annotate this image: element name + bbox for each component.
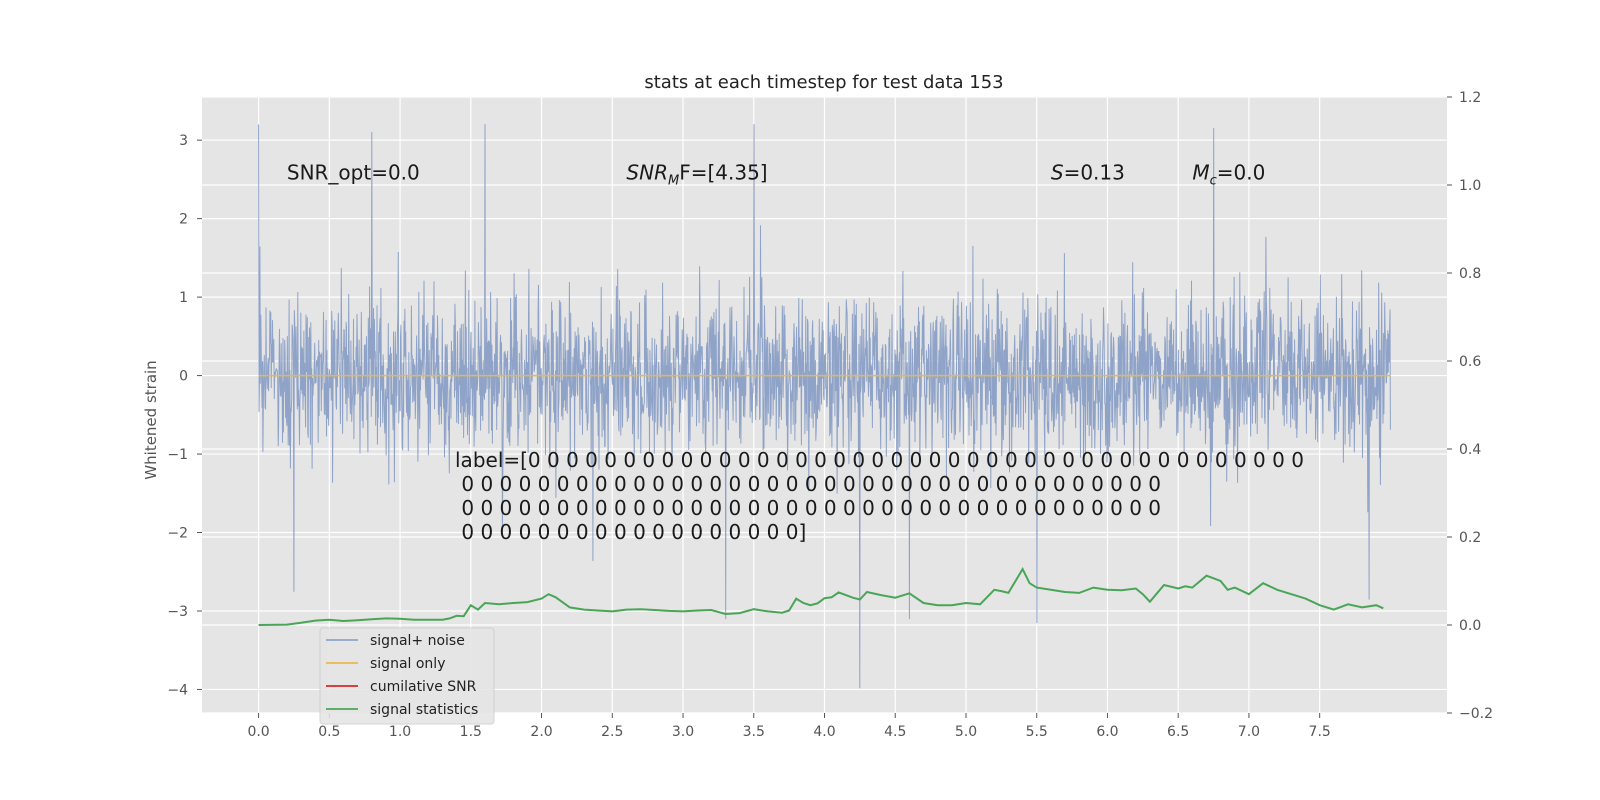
x-tick-label: 6.0 <box>1096 724 1118 740</box>
x-tick-label: 1.5 <box>460 724 482 740</box>
annotation-mc: Mc=0.0 <box>1192 160 1265 188</box>
y-tick-label: −4 <box>167 682 188 698</box>
y-tick-label: −1 <box>167 447 188 463</box>
y2-tick-label: 1.2 <box>1459 90 1481 106</box>
annotation-snr-opt: SNR_opt=0.0 <box>287 160 420 184</box>
y2-tick-label: 0.2 <box>1459 530 1481 546</box>
grid-layer <box>202 96 1447 714</box>
annotation-mc-sub: c <box>1210 173 1217 188</box>
x-tick-label: 3.0 <box>672 724 694 740</box>
y2-tick-label: 0.8 <box>1459 266 1481 282</box>
x-tick-label: 2.5 <box>601 724 623 740</box>
y-tick-label: 2 <box>179 212 188 228</box>
x-tick-label: 7.5 <box>1309 724 1331 740</box>
noise-line <box>258 124 1391 689</box>
y2-tick-label: 1.0 <box>1459 178 1481 194</box>
label-line-3: 0 0 0 0 0 0 0 0 0 0 0 0 0 0 0 0 0 0 0 0 … <box>455 496 1161 520</box>
series-signal-noise <box>258 124 1391 689</box>
series-signal-statistics <box>258 567 1384 626</box>
x-tick-label: 7.0 <box>1238 724 1260 740</box>
annotation-mc-rest: =0.0 <box>1217 160 1266 184</box>
x-tick-label: 4.0 <box>813 724 835 740</box>
y-tick-label: 3 <box>179 133 188 149</box>
legend: signal+ noise signal only cumilative SNR… <box>319 627 495 725</box>
y-axis-ticks: −4 −3 −2 −1 0 1 2 3 <box>167 133 202 698</box>
x-tick-label: 0.0 <box>247 724 269 740</box>
x-tick-label: 1.0 <box>389 724 411 740</box>
annotation-snr-mf: SNRMF=[4.35] <box>626 160 767 188</box>
x-tick-label: 4.5 <box>884 724 906 740</box>
annotation-s-rest: =0.13 <box>1064 160 1125 184</box>
legend-label-signal-noise: signal+ noise <box>370 633 465 649</box>
y-tick-label: 1 <box>179 290 188 306</box>
annotation-snr-mf-base: SNR <box>626 160 668 184</box>
y2-tick-label: 0.4 <box>1459 442 1481 458</box>
legend-box <box>319 627 495 725</box>
annotation-mc-base: M <box>1192 160 1209 184</box>
annotation-s: S=0.13 <box>1051 160 1125 184</box>
x-tick-label: 0.5 <box>318 724 340 740</box>
x-tick-label: 5.5 <box>1026 724 1048 740</box>
y-tick-label: −2 <box>167 526 188 542</box>
y2-tick-label: 0.6 <box>1459 354 1481 370</box>
y2-axis-ticks: −0.2 0.0 0.2 0.4 0.6 0.8 1.0 1.2 <box>1447 90 1493 722</box>
annotation-snr-mf-sub: M <box>668 173 679 188</box>
annotation-snr-mf-rest: F=[4.35] <box>679 160 767 184</box>
y-axis-label: Whitened strain <box>142 360 160 479</box>
y-tick-label: −3 <box>167 604 188 620</box>
annotations: SNR_opt=0.0 SNRMF=[4.35] S=0.13 Mc=0.0 <box>287 160 1265 188</box>
x-tick-label: 2.0 <box>530 724 552 740</box>
annotation-s-base: S <box>1051 160 1064 184</box>
y-tick-label: 0 <box>179 369 188 385</box>
y2-tick-label: 0.0 <box>1459 618 1481 634</box>
label-line-2: 0 0 0 0 0 0 0 0 0 0 0 0 0 0 0 0 0 0 0 0 … <box>455 472 1161 496</box>
x-tick-label: 6.5 <box>1167 724 1189 740</box>
label-block: label=[0 0 0 0 0 0 0 0 0 0 0 0 0 0 0 0 0… <box>455 448 1304 544</box>
label-line-4: 0 0 0 0 0 0 0 0 0 0 0 0 0 0 0 0 0 0] <box>455 520 806 544</box>
x-axis-ticks: 0.0 0.5 1.0 1.5 2.0 2.5 3.0 3.5 4.0 4.5 5.0 5.5 6.0 6… <box>247 713 1331 740</box>
label-line-1: label=[0 0 0 0 0 0 0 0 0 0 0 0 0 0 0 0 0… <box>455 448 1304 472</box>
legend-label-signal-statistics: signal statistics <box>370 702 478 718</box>
legend-label-signal-only: signal only <box>370 656 445 672</box>
x-tick-label: 3.5 <box>743 724 765 740</box>
legend-label-cumilative-snr: cumilative SNR <box>370 679 477 695</box>
chart-title: stats at each timestep for test data 153 <box>644 72 1003 93</box>
x-tick-label: 5.0 <box>955 724 977 740</box>
y2-tick-label: −0.2 <box>1459 706 1493 722</box>
